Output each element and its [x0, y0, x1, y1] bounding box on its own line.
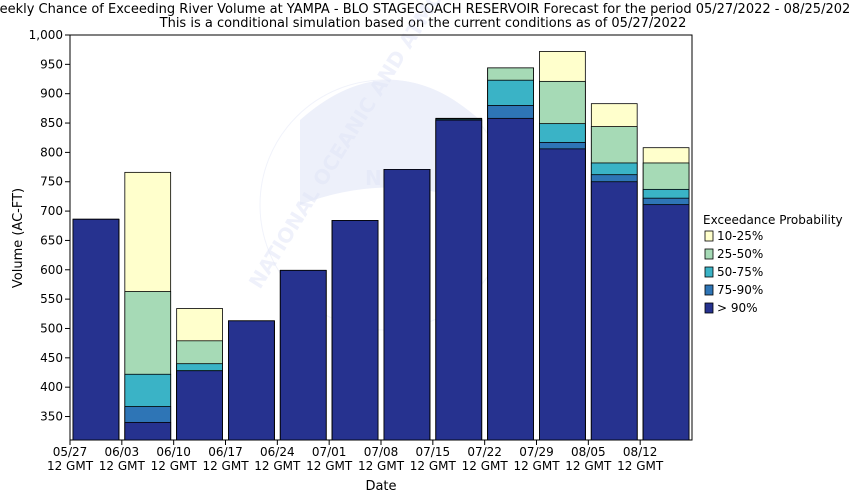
legend-title: Exceedance Probability — [703, 213, 843, 227]
x-tick-label: 06/24 — [260, 445, 295, 459]
y-tick-label: 450 — [40, 351, 63, 365]
x-tick-sublabel: 12 GMT — [99, 459, 146, 473]
bar-segment — [331, 220, 379, 441]
bar-segment — [487, 117, 534, 441]
y-tick-label: 500 — [40, 321, 63, 335]
x-tick-sublabel: 12 GMT — [462, 459, 509, 473]
legend-swatch — [704, 302, 714, 314]
x-tick-label: 08/12 — [623, 445, 658, 459]
legend-label: 25-50% — [717, 247, 763, 261]
x-tick-sublabel: 12 GMT — [202, 459, 249, 473]
y-tick-label: 750 — [40, 175, 63, 189]
x-tick-sublabel: 12 GMT — [513, 459, 560, 473]
legend-swatch — [704, 284, 714, 296]
bar-segment — [228, 320, 275, 441]
y-tick-label: 1,000 — [29, 28, 63, 42]
x-tick-label: 08/05 — [571, 445, 606, 459]
bar-segment — [642, 204, 690, 441]
x-tick-label: 07/29 — [519, 445, 554, 459]
x-tick-sublabel: 12 GMT — [47, 459, 94, 473]
chart-subtitle: This is a conditional simulation based o… — [159, 16, 687, 31]
x-tick-label: 07/01 — [312, 445, 347, 459]
bar-segment — [383, 169, 431, 441]
x-tick-label: 07/22 — [467, 445, 502, 459]
x-tick-label: 06/10 — [156, 445, 191, 459]
bar-segment — [435, 119, 483, 441]
bar-segment — [72, 218, 120, 441]
bars — [72, 51, 690, 441]
x-tick-sublabel: 12 GMT — [617, 459, 664, 473]
x-tick-sublabel: 12 GMT — [410, 459, 457, 473]
x-tick-label: 07/15 — [416, 445, 451, 459]
bar-segment — [124, 421, 172, 441]
y-tick-label: 650 — [40, 233, 63, 247]
y-tick-label: 600 — [40, 263, 63, 277]
y-tick-label: 900 — [40, 87, 63, 101]
legend-swatch — [704, 248, 714, 260]
legend-swatch — [704, 230, 714, 242]
legend: Exceedance Probability 10-25% 25-50% 50-75… — [703, 213, 843, 315]
x-tick-sublabel: 12 GMT — [254, 459, 301, 473]
x-tick-sublabel: 12 GMT — [151, 459, 198, 473]
x-tick-label: 06/17 — [208, 445, 243, 459]
bar-segment — [590, 181, 638, 441]
x-tick-sublabel: 12 GMT — [358, 459, 405, 473]
bar-segment — [539, 148, 586, 441]
legend-label: 10-25% — [717, 229, 763, 243]
y-tick-label: 550 — [40, 292, 63, 306]
legend-label: > 90% — [717, 301, 758, 315]
x-axis-label: Date — [365, 479, 396, 494]
y-tick-label: 700 — [40, 204, 63, 218]
y-tick-label: 400 — [40, 380, 63, 394]
x-tick-sublabel: 12 GMT — [306, 459, 353, 473]
y-tick-label: 850 — [40, 116, 63, 130]
y-axis-label: Volume (AC-FT) — [11, 188, 26, 288]
x-tick-sublabel: 12 GMT — [565, 459, 612, 473]
bar-segment — [279, 269, 327, 441]
legend-label: 75-90% — [717, 283, 763, 297]
legend-label: 50-75% — [717, 265, 763, 279]
x-tick-label: 06/03 — [105, 445, 140, 459]
watermark-wing — [300, 80, 480, 205]
bar-segment — [176, 370, 223, 441]
x-tick-label: 05/27 — [53, 445, 88, 459]
y-tick-label: 350 — [40, 410, 63, 424]
y-axis: 350 400 450 500 550 600 650 700 750 800 850 900 950 1… — [29, 28, 70, 424]
chart-title: Weekly Chance of Exceeding River Volume … — [0, 2, 850, 17]
y-tick-label: 950 — [40, 57, 63, 71]
y-tick-label: 800 — [40, 145, 63, 159]
legend-swatch — [704, 266, 714, 278]
x-tick-label: 07/08 — [364, 445, 399, 459]
